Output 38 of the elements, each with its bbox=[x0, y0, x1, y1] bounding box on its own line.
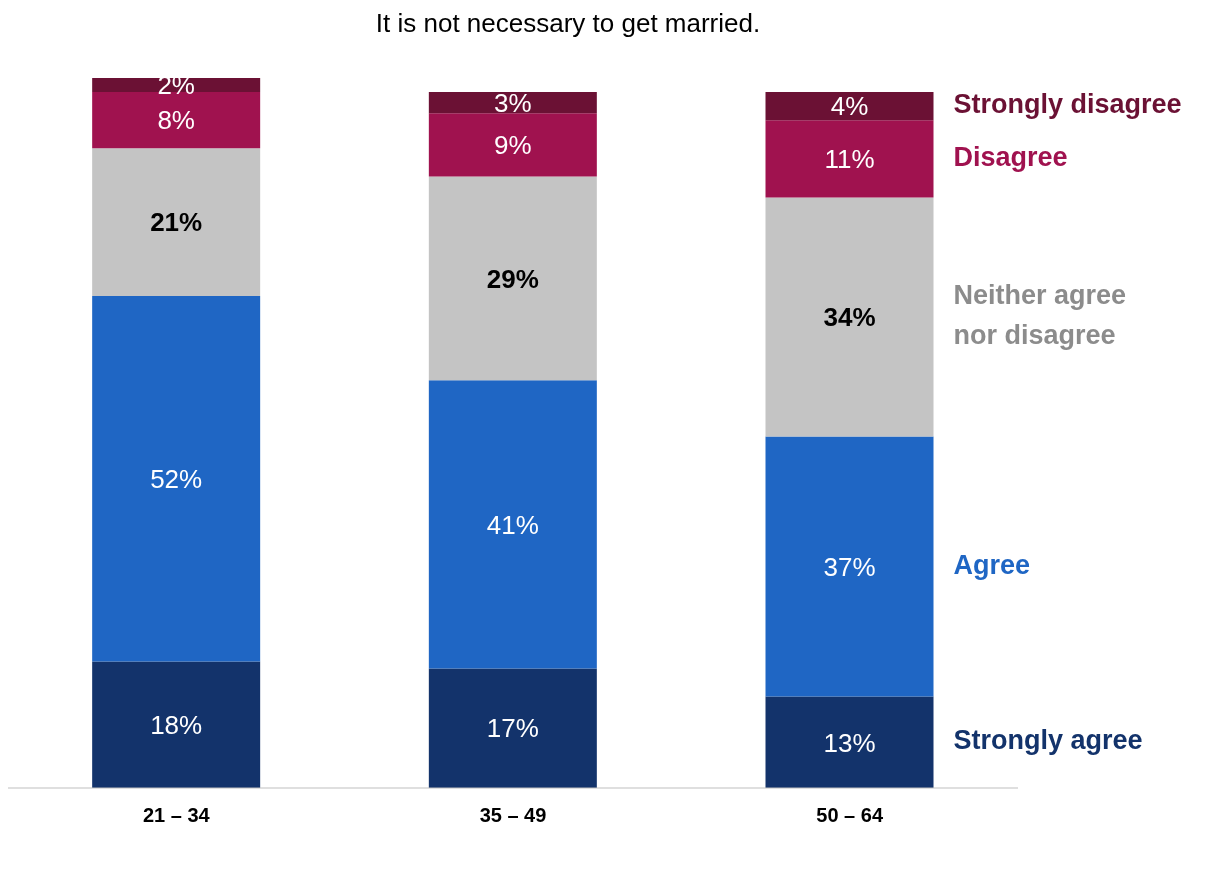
bar bbox=[92, 661, 261, 788]
data-label: 41% bbox=[486, 509, 539, 540]
data-label: 21% bbox=[150, 207, 203, 238]
bar bbox=[428, 380, 597, 669]
data-label: 18% bbox=[150, 709, 203, 740]
data-label: 29% bbox=[486, 263, 539, 294]
data-label: 34% bbox=[823, 302, 876, 333]
bar bbox=[92, 148, 261, 296]
bar bbox=[428, 113, 597, 177]
x-tick-label: 50 – 64 bbox=[816, 804, 884, 827]
bar bbox=[428, 668, 597, 788]
x-tick-label: 35 – 49 bbox=[479, 804, 547, 827]
data-label: 4% bbox=[830, 91, 869, 122]
data-label: 3% bbox=[494, 87, 532, 118]
bar bbox=[92, 78, 261, 93]
bar bbox=[765, 696, 934, 788]
data-label: 37% bbox=[823, 551, 876, 582]
bar bbox=[92, 92, 261, 149]
bar bbox=[428, 92, 597, 114]
x-tick-label: 21 – 34 bbox=[142, 804, 211, 827]
data-label: 13% bbox=[823, 727, 876, 758]
data-label: 11% bbox=[824, 144, 875, 175]
bar bbox=[765, 120, 934, 198]
bar bbox=[92, 295, 261, 662]
bar bbox=[765, 436, 934, 697]
series-label: Agree bbox=[953, 549, 1031, 580]
data-label: 52% bbox=[150, 463, 203, 494]
data-label: 9% bbox=[494, 130, 532, 161]
series-label: Disagree bbox=[953, 141, 1068, 172]
bar bbox=[428, 176, 597, 381]
series-label: Neither agree nor disagree bbox=[953, 280, 1127, 351]
data-label: 17% bbox=[486, 713, 539, 744]
series-label: Strongly disagree bbox=[953, 89, 1182, 120]
data-label: 8% bbox=[157, 105, 195, 136]
bar bbox=[765, 197, 934, 437]
bar bbox=[765, 92, 934, 121]
chart-title: It is not necessary to get married. bbox=[374, 8, 762, 40]
series-label: Strongly agree bbox=[953, 725, 1143, 756]
